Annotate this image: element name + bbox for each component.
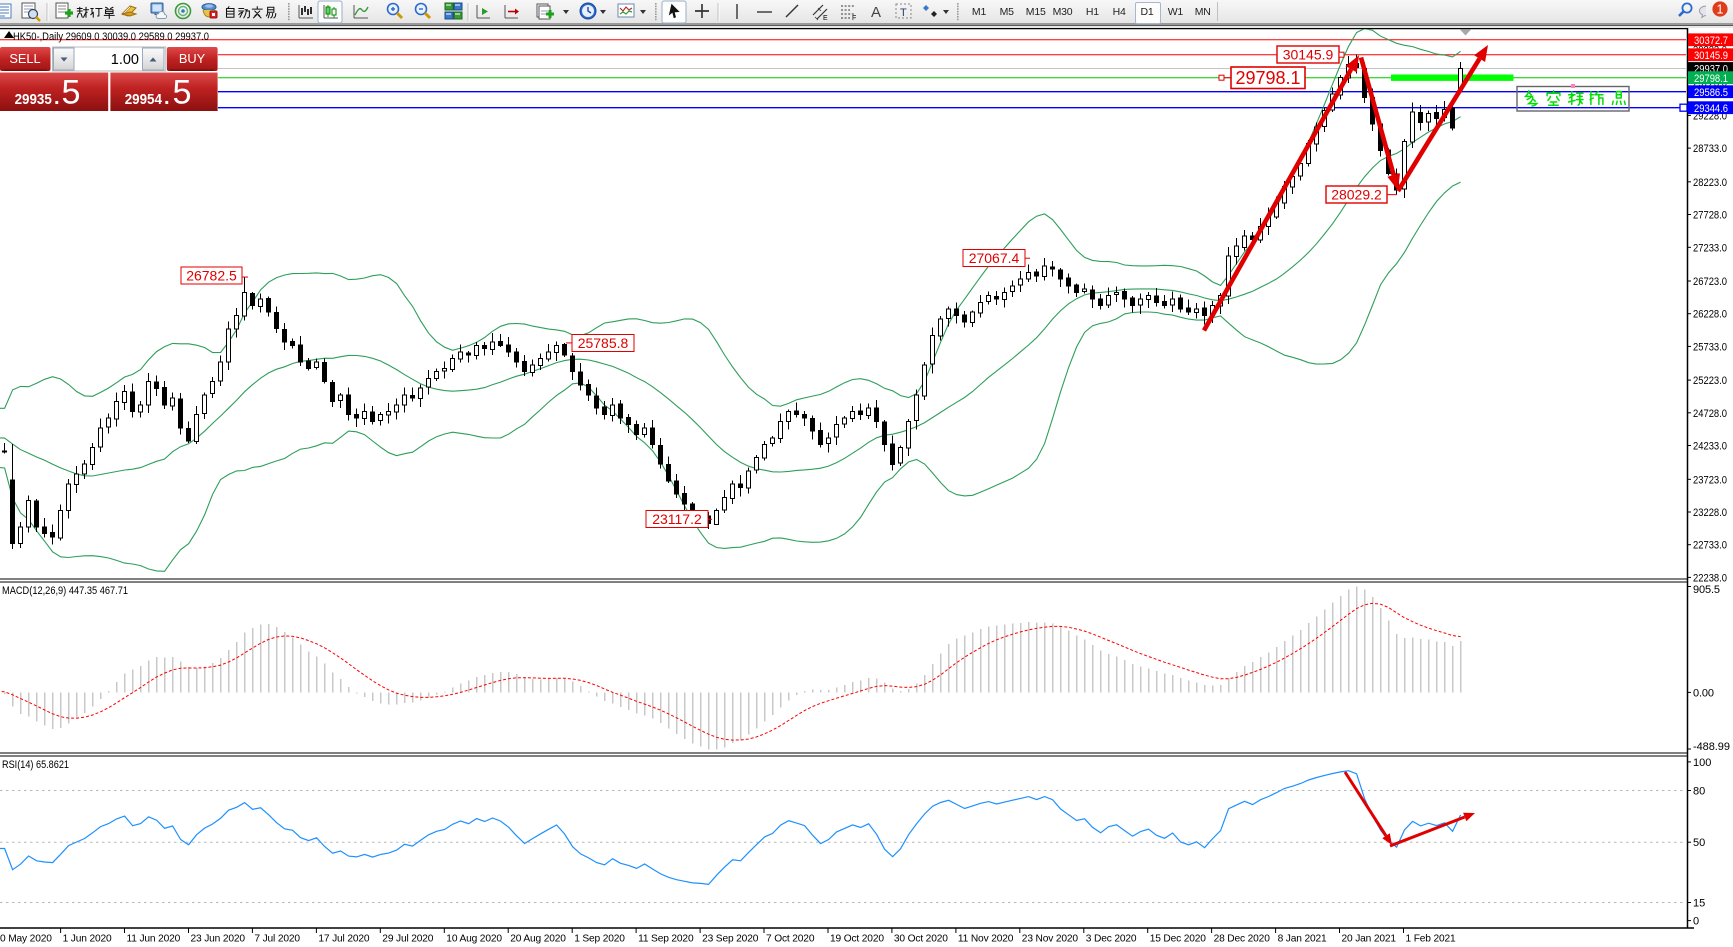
svg-text:23117.2: 23117.2 (652, 511, 702, 527)
svg-text:29935: 29935 (15, 92, 52, 108)
svg-text:23 Nov 2020: 23 Nov 2020 (1022, 934, 1079, 945)
svg-text:5: 5 (62, 74, 81, 112)
svg-text:11 Jun 2020: 11 Jun 2020 (127, 934, 181, 945)
svg-text:HK50-,Daily 29609.0 30039.0 2: HK50-,Daily 29609.0 30039.0 29589.0 2993… (13, 31, 209, 43)
svg-text:E: E (823, 15, 828, 22)
svg-text:15 Dec 2020: 15 Dec 2020 (1150, 934, 1207, 945)
svg-text:27233.0: 27233.0 (1693, 242, 1727, 254)
svg-text:30145.9: 30145.9 (1694, 50, 1728, 62)
svg-text:23 Jun 2020: 23 Jun 2020 (191, 934, 246, 945)
svg-text:30372.7: 30372.7 (1694, 35, 1728, 47)
svg-text:23 Sep 2020: 23 Sep 2020 (702, 934, 759, 945)
svg-text:MACD(12,26,9) 447.35 467.71: MACD(12,26,9) 447.35 467.71 (2, 585, 128, 597)
svg-text:7 Oct 2020: 7 Oct 2020 (766, 934, 815, 945)
svg-text:27728.0: 27728.0 (1693, 210, 1727, 222)
svg-text:25223.0: 25223.0 (1693, 375, 1727, 387)
svg-text:27067.4: 27067.4 (969, 250, 1020, 266)
svg-text:23228.0: 23228.0 (1693, 507, 1727, 519)
svg-text:17 Jul 2020: 17 Jul 2020 (318, 934, 370, 945)
svg-text:28 Dec 2020: 28 Dec 2020 (1214, 934, 1271, 945)
svg-text:23723.0: 23723.0 (1693, 474, 1727, 486)
svg-text:28223.0: 28223.0 (1693, 177, 1727, 189)
svg-text:24728.0: 24728.0 (1693, 408, 1727, 420)
svg-text:1 Feb 2021: 1 Feb 2021 (1406, 934, 1457, 945)
svg-text:1 Sep 2020: 1 Sep 2020 (574, 934, 625, 945)
svg-text:30 Oct 2020: 30 Oct 2020 (894, 934, 948, 945)
svg-text:50: 50 (1693, 837, 1705, 849)
svg-text:RSI(14) 65.8621: RSI(14) 65.8621 (2, 759, 69, 771)
svg-text:29586.5: 29586.5 (1694, 87, 1728, 99)
svg-text:26723.0: 26723.0 (1693, 276, 1727, 288)
svg-text:28733.0: 28733.0 (1693, 143, 1727, 155)
svg-text:8 Jan 2021: 8 Jan 2021 (1278, 934, 1327, 945)
svg-text:20 Aug 2020: 20 Aug 2020 (510, 934, 566, 945)
svg-text:22238.0: 22238.0 (1693, 572, 1727, 584)
svg-text:1.00: 1.00 (111, 52, 139, 68)
svg-text:28029.2: 28029.2 (1331, 187, 1382, 203)
svg-text:20 Jan 2021: 20 Jan 2021 (1342, 934, 1397, 945)
svg-text:-488.99: -488.99 (1693, 741, 1730, 753)
svg-text:11 Sep 2020: 11 Sep 2020 (638, 934, 694, 945)
svg-text:26782.5: 26782.5 (186, 268, 237, 284)
svg-text:.: . (54, 87, 60, 109)
svg-text:BUY: BUY (179, 51, 206, 66)
svg-text:5: 5 (173, 74, 192, 112)
svg-text:29 Jul 2020: 29 Jul 2020 (382, 934, 434, 945)
svg-text:0 May 2020: 0 May 2020 (0, 934, 52, 945)
svg-text:19 Oct 2020: 19 Oct 2020 (830, 934, 884, 945)
svg-text:29798.1: 29798.1 (1694, 73, 1728, 85)
svg-text:F: F (852, 15, 856, 22)
svg-text:29344.6: 29344.6 (1694, 103, 1728, 115)
svg-text:30145.9: 30145.9 (1283, 47, 1334, 63)
svg-text:3 Dec 2020: 3 Dec 2020 (1086, 934, 1137, 945)
svg-text:100: 100 (1693, 757, 1711, 769)
svg-text:11 Nov 2020: 11 Nov 2020 (958, 934, 1014, 945)
svg-text:25785.8: 25785.8 (578, 335, 629, 351)
svg-text:0: 0 (1693, 916, 1699, 928)
svg-text:1 Jun 2020: 1 Jun 2020 (63, 934, 112, 945)
svg-text:80: 80 (1693, 786, 1705, 798)
svg-text:SELL: SELL (9, 51, 40, 66)
svg-text:1: 1 (1717, 2, 1724, 16)
svg-text:0.00: 0.00 (1693, 687, 1714, 699)
svg-text:26228.0: 26228.0 (1693, 309, 1727, 321)
svg-text:.: . (164, 87, 170, 109)
svg-text:905.5: 905.5 (1693, 584, 1720, 596)
svg-text:24233.0: 24233.0 (1693, 441, 1727, 453)
svg-text:7 Jul 2020: 7 Jul 2020 (254, 934, 300, 945)
svg-text:29954: 29954 (125, 92, 162, 108)
svg-text:29798.1: 29798.1 (1235, 68, 1300, 88)
svg-text:25733.0: 25733.0 (1693, 341, 1727, 353)
svg-text:10 Aug 2020: 10 Aug 2020 (446, 934, 502, 945)
svg-text:T: T (900, 7, 907, 19)
svg-text:15: 15 (1693, 898, 1705, 910)
svg-text:A: A (871, 4, 881, 21)
svg-text:22733.0: 22733.0 (1693, 540, 1727, 552)
